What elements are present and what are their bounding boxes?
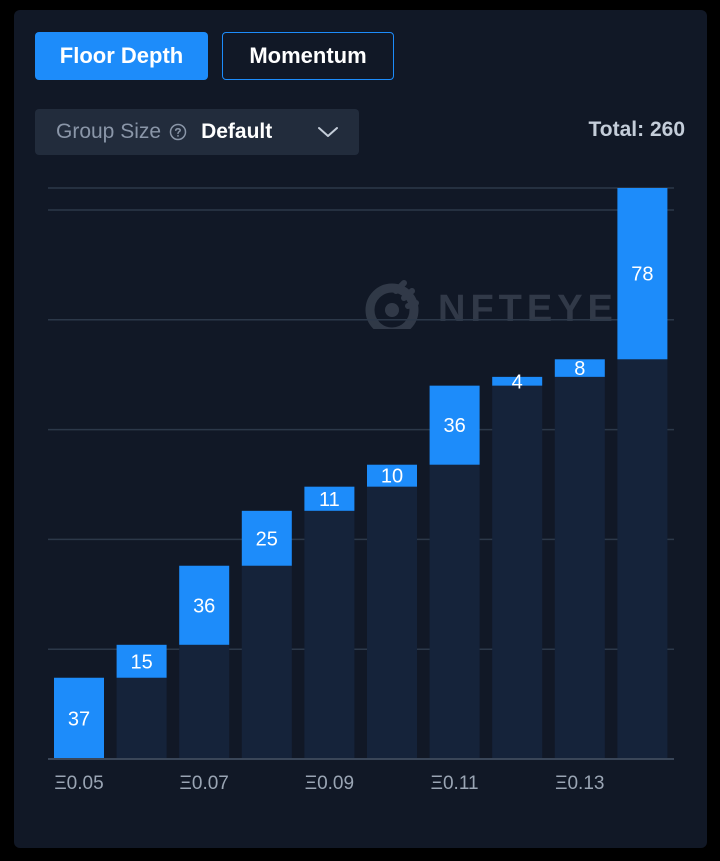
value-label: 8 <box>574 358 585 380</box>
nfteye-watermark: NFTEYE <box>365 280 612 329</box>
x-tick-label: Ξ0.09 <box>305 773 354 794</box>
value-label: 36 <box>443 415 465 437</box>
base-bar <box>304 510 355 759</box>
value-label: 4 <box>512 371 523 393</box>
chart-bars: 37 15 36 25 11 10 36 4 8 78 <box>54 188 668 759</box>
value-bar[interactable] <box>116 644 167 678</box>
x-tick-label: Ξ0.07 <box>180 773 229 794</box>
value-bar[interactable] <box>367 464 417 487</box>
value-bar[interactable] <box>241 510 292 566</box>
base-bar <box>617 359 668 759</box>
value-label: 37 <box>68 708 90 730</box>
value-label: 10 <box>381 466 403 488</box>
total-count: Total: 260 <box>588 118 685 141</box>
value-bar[interactable] <box>492 376 543 386</box>
x-tick-label: Ξ0.11 <box>431 773 479 794</box>
value-label: 15 <box>130 651 152 673</box>
tab-momentum[interactable]: Momentum <box>222 32 394 80</box>
help-circle-icon[interactable] <box>169 123 187 141</box>
value-bar[interactable] <box>617 188 668 360</box>
chevron-down-icon <box>318 127 338 137</box>
base-bar <box>429 464 480 759</box>
value-bar[interactable] <box>554 359 605 377</box>
nfteye-logo-icon <box>365 280 419 329</box>
group-size-value: Default <box>201 120 273 143</box>
group-size-label: Group Size <box>56 120 162 143</box>
base-bar <box>179 644 230 759</box>
base-bar <box>554 376 605 759</box>
group-size-dropdown[interactable]: Group Size Default <box>35 109 359 155</box>
watermark-text: NFTEYE <box>438 288 612 329</box>
value-label: 11 <box>319 489 340 511</box>
value-bar[interactable] <box>54 677 104 759</box>
value-bar[interactable] <box>304 486 355 511</box>
value-bar[interactable] <box>429 385 480 465</box>
value-label: 78 <box>631 264 653 286</box>
base-bar <box>492 385 543 759</box>
value-label: 25 <box>256 528 278 550</box>
x-axis-ticks: Ξ0.05 Ξ0.07 Ξ0.09 Ξ0.11 Ξ0.13 <box>54 773 604 794</box>
base-bar <box>241 565 292 759</box>
value-label: 36 <box>193 595 215 617</box>
x-tick-label: Ξ0.05 <box>54 773 103 794</box>
x-tick-label: Ξ0.13 <box>555 773 604 794</box>
tab-floor-depth[interactable]: Floor Depth <box>35 32 208 80</box>
base-bar <box>116 677 167 759</box>
value-bar[interactable] <box>179 565 230 645</box>
base-bar <box>367 486 417 759</box>
